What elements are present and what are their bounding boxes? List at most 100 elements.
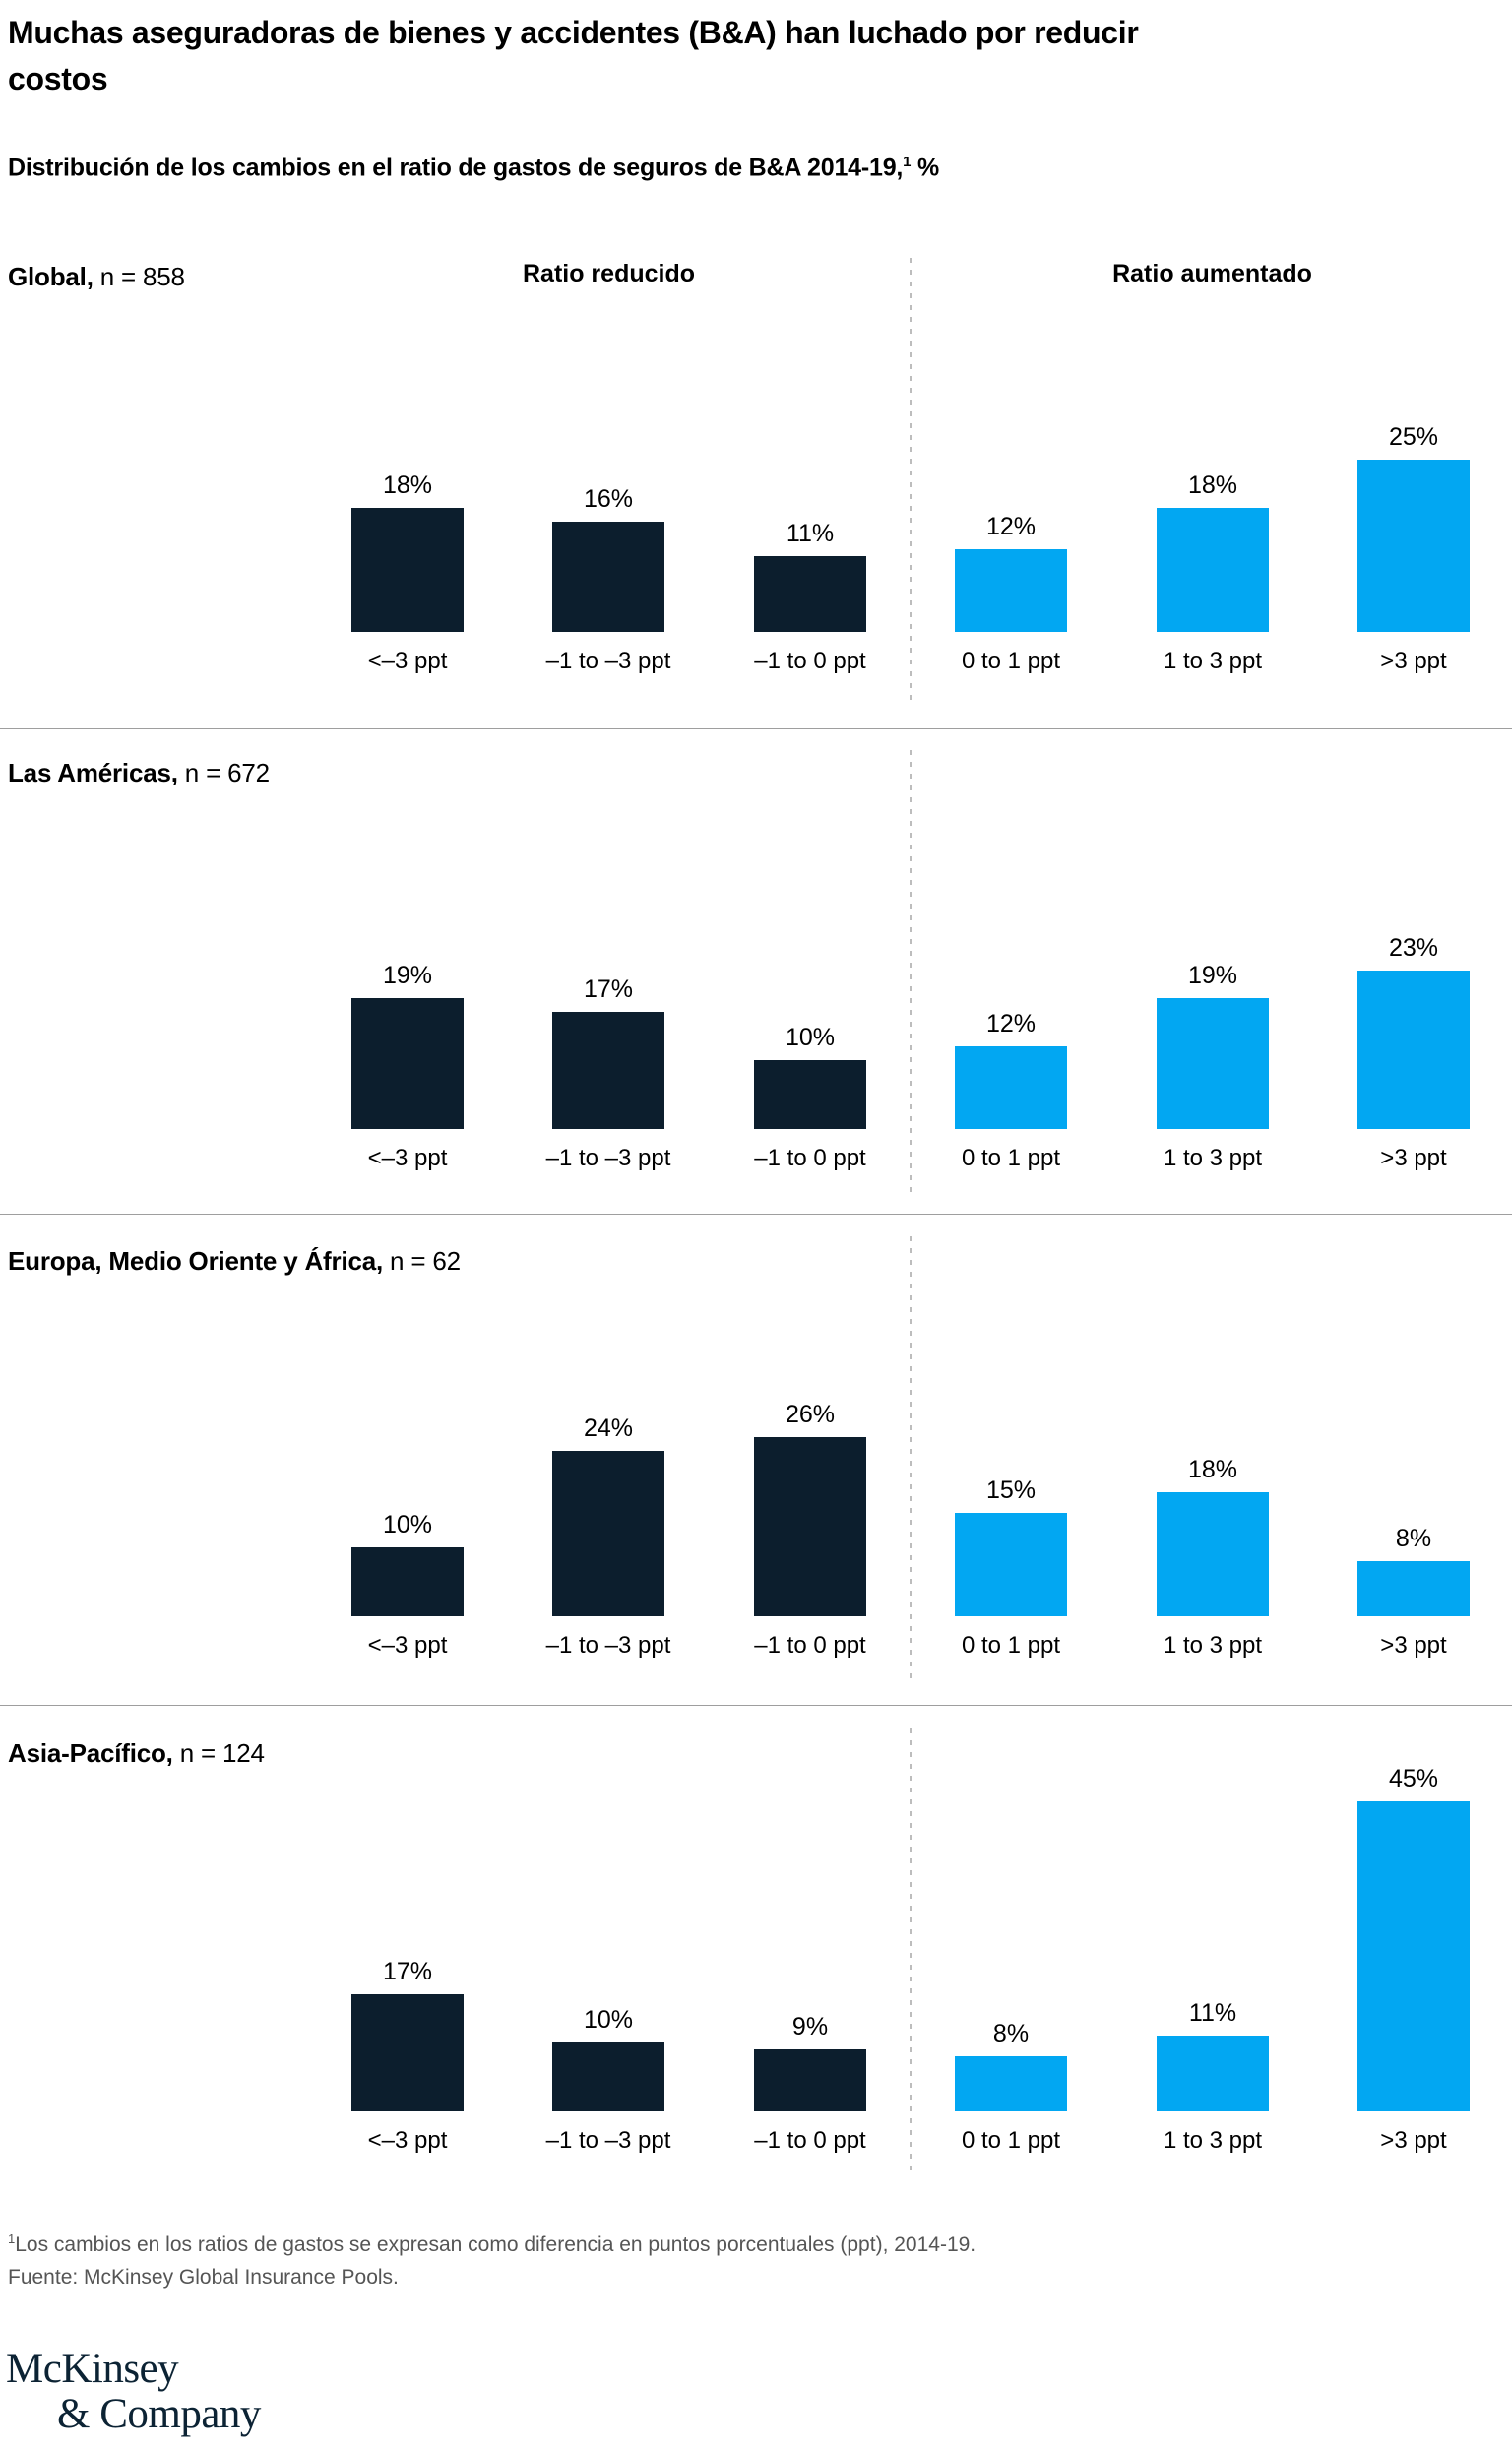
category-label: –1 to –3 ppt: [545, 1145, 671, 1171]
bar-column: 23%: [1357, 934, 1470, 1129]
panel-sample-size: n = 672: [184, 758, 270, 787]
category-label: <–3 ppt: [367, 1145, 448, 1171]
subtitle-footnote-marker: 1: [903, 154, 912, 170]
category-label: <–3 ppt: [367, 648, 448, 674]
bar-column: 10%: [351, 1511, 464, 1616]
category-label: 1 to 3 ppt: [1163, 648, 1263, 674]
mckinsey-logo: McKinsey & Company: [6, 2347, 261, 2437]
category-label: –1 to –3 ppt: [545, 2127, 671, 2154]
source-line: Fuente: McKinsey Global Insurance Pools.: [8, 2266, 399, 2289]
bar-column: 11%: [754, 520, 866, 632]
footnote-line: 1Los cambios en los ratios de gastos se …: [8, 2223, 976, 2261]
panel-header-americas: Las Américas, n = 672: [8, 758, 270, 788]
bar-value-label: 10%: [785, 1024, 836, 1051]
subtitle-text: Distribución de los cambios en el ratio …: [8, 154, 904, 182]
category-label: –1 to 0 ppt: [754, 1632, 866, 1659]
category-label: >3 ppt: [1380, 2127, 1447, 2154]
logo-line1: McKinsey: [6, 2346, 179, 2392]
panel-divider: [0, 1705, 1512, 1706]
bar: [1157, 2036, 1269, 2111]
bar-column: 8%: [955, 2020, 1067, 2111]
bar-column: 8%: [1357, 1525, 1470, 1616]
panel-sample-size: n = 124: [179, 1738, 265, 1768]
bar: [351, 998, 464, 1129]
panel-region-label: Las Américas,: [8, 758, 178, 787]
bar-value-label: 19%: [382, 962, 433, 989]
category-label: >3 ppt: [1380, 648, 1447, 674]
bar: [1357, 971, 1470, 1129]
bar: [552, 522, 664, 632]
bar-column: 19%: [1157, 962, 1269, 1129]
group-divider-dashed-line: [910, 1236, 912, 1685]
bar-column: 12%: [955, 513, 1067, 632]
bar: [552, 1012, 664, 1129]
bar-value-label: 45%: [1388, 1765, 1439, 1792]
bar: [1357, 1561, 1470, 1616]
column-header-ratio-reduced: Ratio reducido: [522, 260, 695, 287]
bar: [955, 2056, 1067, 2111]
panel-region-label: Global,: [8, 262, 94, 291]
panel-sample-size: n = 858: [99, 262, 185, 291]
footnote-block: 1Los cambios en los ratios de gastos se …: [8, 2223, 976, 2293]
bar-column: 9%: [754, 2013, 866, 2111]
bar: [351, 1547, 464, 1616]
group-divider-dashed-line: [910, 258, 912, 701]
bar-value-label: 9%: [791, 2013, 829, 2041]
group-divider-dashed-line: [910, 750, 912, 1199]
bar-value-label: 25%: [1388, 423, 1439, 451]
subtitle-unit: %: [911, 154, 940, 182]
bar-value-label: 11%: [786, 520, 835, 547]
category-label: <–3 ppt: [367, 1632, 448, 1659]
bar-value-label: 11%: [1188, 1999, 1237, 2027]
bar: [955, 1046, 1067, 1129]
category-label: >3 ppt: [1380, 1145, 1447, 1171]
bar-value-label: 8%: [1395, 1525, 1432, 1552]
category-label: <–3 ppt: [367, 2127, 448, 2154]
bar-value-label: 24%: [583, 1414, 634, 1442]
bar-column: 11%: [1157, 1999, 1269, 2111]
bar-column: 25%: [1357, 423, 1470, 632]
bar-value-label: 12%: [985, 513, 1037, 540]
bar: [351, 508, 464, 632]
panel-region-label: Europa, Medio Oriente y África,: [8, 1246, 383, 1276]
bar: [1357, 1801, 1470, 2111]
group-divider-dashed-line: [910, 1728, 912, 2177]
bar-value-label: 18%: [382, 471, 433, 499]
category-label: –1 to 0 ppt: [754, 2127, 866, 2154]
bar: [955, 549, 1067, 632]
bar-value-label: 15%: [985, 1476, 1037, 1504]
bar-value-label: 12%: [985, 1010, 1037, 1037]
bar-value-label: 10%: [382, 1511, 433, 1539]
bar-column: 10%: [552, 2006, 664, 2111]
bar: [1157, 1492, 1269, 1616]
panel-region-label: Asia-Pacífico,: [8, 1738, 173, 1768]
bar-column: 18%: [351, 471, 464, 632]
category-label: –1 to –3 ppt: [545, 648, 671, 674]
bar-column: 17%: [351, 1958, 464, 2111]
bar-column: 18%: [1157, 471, 1269, 632]
chart-subtitle: Distribución de los cambios en el ratio …: [8, 154, 939, 182]
logo-line2: & Company: [57, 2391, 261, 2437]
category-label: –1 to 0 ppt: [754, 648, 866, 674]
bar-value-label: 18%: [1187, 471, 1238, 499]
bar-column: 24%: [552, 1414, 664, 1616]
bar-column: 10%: [754, 1024, 866, 1129]
bar-value-label: 16%: [583, 485, 634, 513]
category-label: 1 to 3 ppt: [1163, 1145, 1263, 1171]
category-label: 0 to 1 ppt: [961, 648, 1061, 674]
bar-column: 12%: [955, 1010, 1067, 1129]
bar: [1157, 508, 1269, 632]
bar: [552, 2042, 664, 2111]
bar-value-label: 8%: [992, 2020, 1030, 2047]
bar: [1357, 460, 1470, 632]
bar: [955, 1513, 1067, 1616]
bar: [754, 1060, 866, 1129]
bar: [351, 1994, 464, 2111]
footnote-text: Los cambios en los ratios de gastos se e…: [15, 2233, 976, 2256]
panel-header-emea: Europa, Medio Oriente y África, n = 62: [8, 1246, 461, 1277]
panel-header-apac: Asia-Pacífico, n = 124: [8, 1738, 265, 1769]
category-label: –1 to –3 ppt: [545, 1632, 671, 1659]
bar-column: 19%: [351, 962, 464, 1129]
bar-value-label: 26%: [785, 1401, 836, 1428]
